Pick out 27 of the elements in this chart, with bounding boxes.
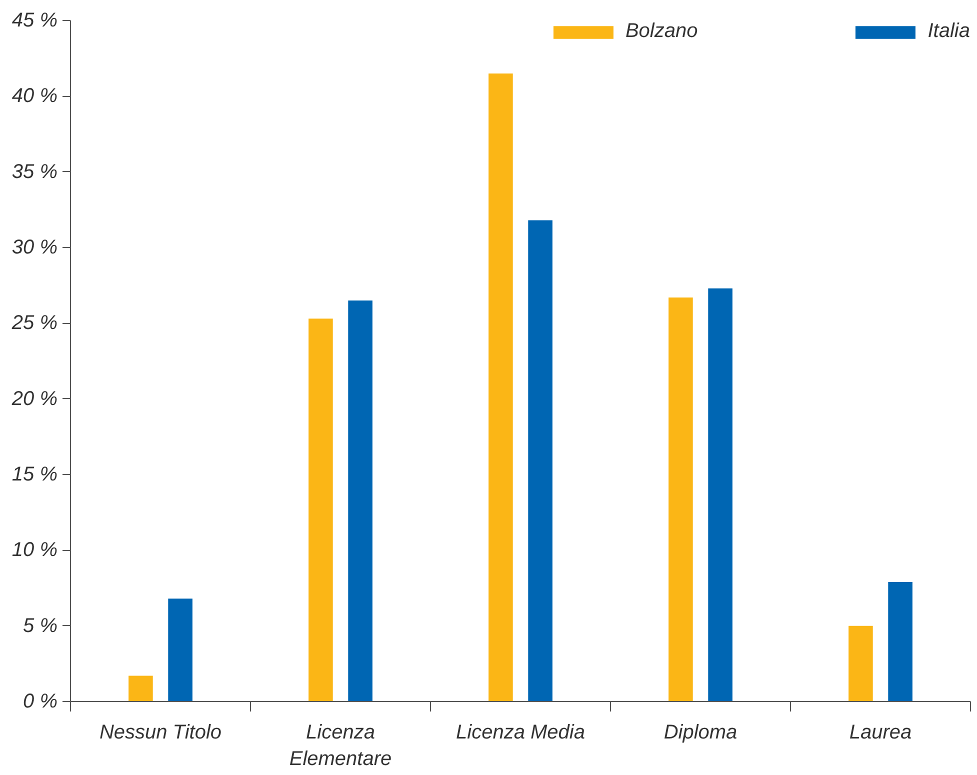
bar — [668, 297, 693, 702]
bar — [308, 318, 333, 702]
x-tick-label: Licenza Elementare — [289, 722, 392, 770]
bar — [528, 220, 552, 702]
bar — [888, 582, 912, 702]
x-tick-label: Licenza Media — [456, 722, 585, 744]
legend-label: Bolzano — [625, 20, 698, 43]
bar — [848, 626, 873, 702]
bar — [708, 288, 732, 702]
x-tick-label: Laurea — [849, 722, 912, 744]
y-tick-label: 25 % — [10, 312, 58, 334]
y-tick-label: 10 % — [12, 539, 58, 562]
y-tick-label: 20 % — [10, 388, 58, 410]
y-tick-label: 40 % — [12, 85, 58, 108]
y-tick-label: 45 % — [12, 10, 58, 32]
x-tick-label: Diploma — [664, 722, 738, 744]
bar — [348, 300, 372, 702]
y-tick-label: 30 % — [12, 236, 58, 258]
legend-label: Italia — [928, 20, 970, 43]
bar — [488, 73, 513, 702]
y-tick-label: 5 % — [23, 614, 58, 637]
bar — [128, 676, 153, 702]
y-tick-label: 15 % — [12, 464, 58, 486]
y-tick-label: 0 % — [23, 690, 58, 712]
y-tick-label: 35 % — [12, 160, 58, 183]
x-tick-label: Nessun Titolo — [99, 722, 222, 744]
bar — [168, 598, 192, 702]
